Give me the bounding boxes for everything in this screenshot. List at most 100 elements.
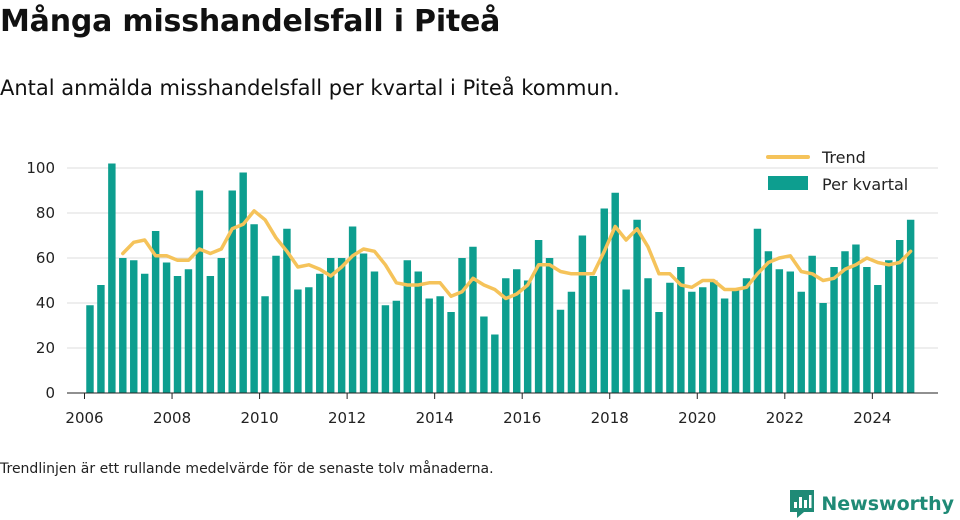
bar bbox=[184, 269, 193, 393]
legend-label-per-kvartal: Per kvartal bbox=[822, 175, 908, 194]
x-tick-label: 2018 bbox=[591, 409, 629, 427]
bar bbox=[425, 298, 433, 393]
bar bbox=[863, 267, 871, 393]
bar bbox=[567, 291, 576, 393]
bar bbox=[294, 289, 302, 393]
bar bbox=[119, 258, 127, 393]
bar bbox=[885, 260, 893, 393]
bar bbox=[414, 271, 422, 393]
bar bbox=[261, 296, 269, 393]
bar bbox=[742, 278, 751, 393]
x-tick-label: 2006 bbox=[65, 409, 103, 427]
bar bbox=[775, 269, 784, 393]
x-tick-label: 2012 bbox=[328, 409, 366, 427]
chart-title: Många misshandelsfall i Piteå bbox=[0, 4, 501, 39]
newsworthy-icon bbox=[790, 490, 815, 518]
footnote: Trendlinjen är ett rullande medelvärde f… bbox=[0, 461, 494, 477]
bar bbox=[578, 235, 587, 393]
bar bbox=[819, 303, 827, 393]
bar bbox=[677, 267, 685, 393]
chart-subtitle: Antal anmälda misshandelsfall per kvarta… bbox=[0, 76, 620, 100]
bar bbox=[895, 240, 904, 393]
bar bbox=[108, 163, 116, 393]
bar bbox=[633, 219, 641, 393]
bar bbox=[458, 258, 466, 393]
bar bbox=[359, 253, 368, 393]
legend-swatch-per-kvartal bbox=[768, 176, 808, 190]
x-tick-label: 2016 bbox=[503, 409, 541, 427]
bar bbox=[337, 258, 346, 393]
bar bbox=[491, 334, 499, 393]
bar bbox=[731, 289, 740, 393]
chart-area: 0 20 40 60 80 100 2006 2008 2010 2012 2014 2016 201… bbox=[26, 148, 938, 427]
bar bbox=[392, 300, 401, 393]
bar bbox=[447, 312, 455, 393]
x-tick-label: 2024 bbox=[853, 409, 891, 427]
trend-line bbox=[121, 209, 913, 301]
bar bbox=[906, 219, 915, 393]
x-tick-label: 2014 bbox=[416, 409, 454, 427]
bar bbox=[381, 305, 390, 393]
brand-logo: Newsworthy bbox=[789, 489, 954, 519]
bar bbox=[173, 276, 182, 393]
bar bbox=[283, 228, 291, 393]
bar bbox=[720, 298, 729, 393]
x-axis-ticks: 2006 2008 2010 2012 2014 2016 2018 2020 2022 2024 bbox=[65, 393, 891, 427]
bar bbox=[228, 190, 236, 393]
y-tick-label: 60 bbox=[36, 249, 55, 267]
bar bbox=[86, 305, 94, 393]
bar bbox=[622, 289, 630, 393]
bar bbox=[699, 287, 707, 393]
bar bbox=[556, 309, 565, 393]
bar bbox=[250, 224, 258, 393]
bar bbox=[195, 190, 204, 393]
bar bbox=[600, 208, 608, 393]
bar bbox=[852, 244, 860, 393]
bar bbox=[589, 276, 598, 393]
bar bbox=[370, 271, 379, 393]
bar bbox=[403, 260, 412, 393]
legend: Trend Per kvartal bbox=[766, 148, 908, 194]
bar bbox=[786, 271, 795, 393]
bar bbox=[502, 278, 510, 393]
bar bbox=[206, 276, 215, 393]
bar bbox=[162, 262, 171, 393]
bar bbox=[666, 282, 674, 393]
bar-series bbox=[86, 163, 915, 393]
bar bbox=[644, 278, 652, 393]
bar bbox=[436, 296, 444, 393]
bar bbox=[523, 280, 532, 393]
bar bbox=[764, 251, 773, 393]
bar bbox=[534, 240, 543, 393]
bar bbox=[480, 316, 488, 393]
bar bbox=[151, 231, 160, 393]
y-tick-label: 40 bbox=[36, 294, 55, 312]
bar bbox=[797, 291, 805, 393]
bar bbox=[97, 285, 105, 393]
bar bbox=[830, 267, 838, 393]
bar bbox=[513, 269, 521, 393]
y-tick-label: 20 bbox=[36, 339, 55, 357]
bar bbox=[545, 258, 554, 393]
bar bbox=[140, 273, 149, 393]
bar bbox=[326, 258, 335, 393]
bar bbox=[217, 258, 226, 393]
bar bbox=[808, 255, 816, 393]
bar bbox=[709, 280, 718, 393]
y-tick-label: 100 bbox=[26, 159, 55, 177]
x-tick-label: 2020 bbox=[678, 409, 716, 427]
y-tick-label: 80 bbox=[36, 204, 55, 222]
bar bbox=[655, 312, 663, 393]
bar bbox=[316, 273, 324, 393]
x-tick-label: 2022 bbox=[766, 409, 804, 427]
bar bbox=[611, 192, 619, 393]
bar bbox=[874, 285, 882, 393]
y-tick-label: 0 bbox=[45, 384, 55, 402]
bar bbox=[841, 251, 849, 393]
bar bbox=[305, 287, 313, 393]
brand-name: Newsworthy bbox=[821, 493, 954, 515]
bar bbox=[469, 246, 477, 393]
bar bbox=[130, 260, 138, 393]
legend-label-trend: Trend bbox=[821, 148, 866, 167]
y-axis-ticks: 0 20 40 60 80 100 bbox=[26, 159, 55, 402]
